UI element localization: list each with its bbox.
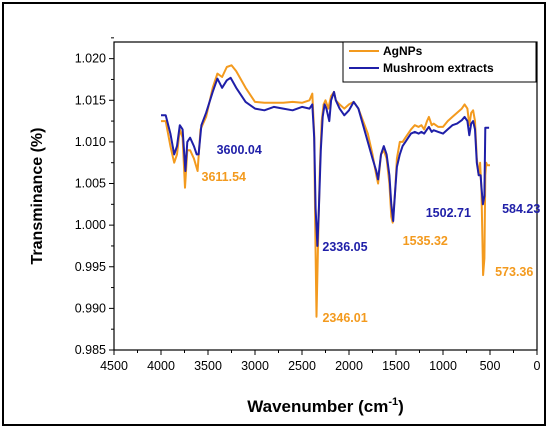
legend: AgNPs Mushroom extracts: [342, 41, 537, 83]
x-tick-label: 3500: [194, 359, 222, 373]
x-tick-label: 500: [480, 359, 501, 373]
x-axis-title-close: ): [398, 397, 404, 416]
x-tick-label: 3000: [241, 359, 269, 373]
x-tick-label: 2500: [288, 359, 316, 373]
peak-label: 2336.05: [322, 240, 367, 254]
series-line-agnps: [161, 64, 490, 318]
x-tick-label: 1000: [429, 359, 457, 373]
x-axis: 4500 4000 3500 3000 2500 2000 1500 1000 500 0: [100, 350, 541, 373]
peak-label: 3600.04: [217, 143, 262, 157]
x-axis-title: Wavenumber (cm-1): [247, 396, 404, 416]
y-tick-label: 1.005: [75, 177, 106, 191]
legend-label-agnps: AgNPs: [383, 44, 423, 58]
plot-area: [113, 41, 538, 351]
annotations: 3600.04 3611.54 2336.05 2346.01 1502.71 1535.…: [202, 143, 541, 325]
series-layer: [161, 64, 490, 318]
peak-label: 584.23: [502, 202, 540, 216]
legend-box: [342, 41, 537, 83]
series-line-mushroom-extracts: [161, 76, 490, 247]
y-tick-label: 1.015: [75, 93, 106, 107]
y-axis-title: Transminance (%): [29, 128, 46, 265]
y-axis: 0.985 0.990 0.995 1.000 1.005 1.010 1.015 1.020: [75, 37, 114, 357]
y-tick-label: 1.020: [75, 52, 106, 66]
legend-label-mushroom-extracts: Mushroom extracts: [383, 61, 494, 75]
x-tick-label: 2000: [335, 359, 363, 373]
peak-label: 1502.71: [426, 206, 471, 220]
peak-label: 573.36: [495, 265, 533, 279]
x-tick-label: 4500: [100, 359, 128, 373]
plot-border: [113, 41, 538, 351]
peak-label: 3611.54: [202, 170, 247, 184]
y-tick-label: 0.995: [75, 260, 106, 274]
y-tick-label: 0.990: [75, 301, 106, 315]
peak-label: 1535.32: [403, 234, 448, 248]
x-axis-title-superscript: -1: [388, 396, 398, 408]
y-tick-label: 1.010: [75, 135, 106, 149]
y-tick-label: 1.000: [75, 218, 106, 232]
peak-label: 2346.01: [322, 311, 367, 325]
y-tick-label: 0.985: [75, 343, 106, 357]
x-tick-label: 4000: [147, 359, 175, 373]
x-tick-label: 1500: [382, 359, 410, 373]
x-tick-label: 0: [534, 359, 541, 373]
x-axis-title-main: Wavenumber (cm: [247, 397, 388, 416]
